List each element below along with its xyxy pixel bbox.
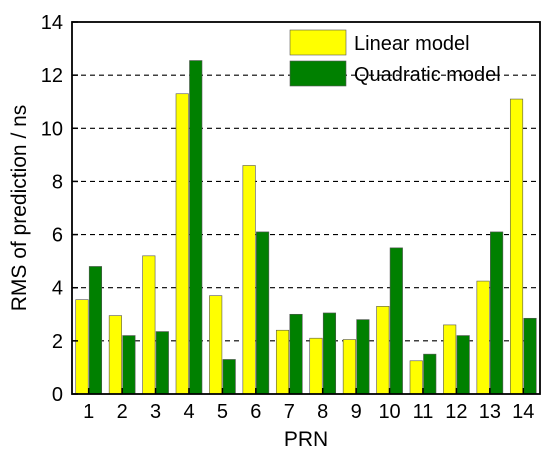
x-tick-label: 5 — [217, 401, 228, 423]
bar-quadratic-9 — [356, 319, 370, 395]
legend-swatch-linear — [289, 29, 347, 56]
bar-linear-3 — [142, 255, 156, 395]
x-tick-label: 10 — [378, 401, 400, 423]
y-tick-label: 6 — [52, 225, 63, 247]
y-tick-label: 14 — [41, 12, 63, 34]
plot-frame — [71, 21, 541, 395]
bar-quadratic-13 — [490, 231, 504, 395]
x-tick-label: 12 — [445, 401, 467, 423]
y-tick-label: 10 — [41, 118, 63, 140]
x-axis-label: PRN — [284, 428, 328, 451]
bar-quadratic-14 — [523, 317, 537, 395]
legend-label-quadratic: Quadratic model — [354, 64, 501, 86]
bar-linear-10 — [376, 306, 390, 395]
grid-layer — [72, 74, 540, 342]
bar-linear-1 — [75, 299, 89, 395]
bar-linear-5 — [209, 295, 223, 395]
bar-quadratic-3 — [155, 331, 169, 395]
x-tick-label: 1 — [83, 401, 94, 423]
y-tick-label: 2 — [52, 331, 63, 353]
y-tick-label: 0 — [52, 384, 63, 406]
y-tick-label: 4 — [52, 278, 63, 300]
x-tick-label: 11 — [413, 401, 434, 423]
bar-quadratic-1 — [88, 266, 103, 395]
legend: Linear model Quadratic model — [289, 29, 501, 87]
bar-linear-14 — [509, 98, 524, 395]
x-tick-label: 4 — [183, 401, 194, 423]
legend-swatch-quadratic — [289, 60, 347, 87]
legend-label-linear: Linear model — [354, 33, 470, 55]
x-tick-label: 7 — [284, 401, 295, 423]
bar-linear-6 — [242, 165, 256, 395]
bar-quadratic-2 — [122, 335, 136, 395]
x-tick-label: 9 — [351, 401, 362, 423]
bar-linear-11 — [409, 360, 423, 395]
bars-layer — [75, 60, 537, 395]
y-tick-label: 8 — [52, 171, 63, 193]
x-tick-label: 2 — [117, 401, 128, 423]
x-tick-label: 8 — [317, 401, 328, 423]
bar-quadratic-11 — [423, 353, 437, 395]
bar-linear-4 — [175, 93, 189, 395]
y-tick-label: 12 — [41, 65, 63, 87]
bar-quadratic-12 — [456, 335, 470, 395]
bar-linear-2 — [108, 315, 122, 395]
bar-quadratic-8 — [322, 312, 337, 395]
x-tick-label: 14 — [512, 401, 534, 423]
bar-linear-7 — [275, 329, 290, 395]
x-tick-label: 13 — [479, 401, 501, 423]
y-axis-label: RMS of prediction / ns — [8, 105, 31, 312]
bar-quadratic-4 — [189, 60, 203, 395]
bar-quadratic-6 — [256, 231, 270, 395]
bar-linear-8 — [309, 337, 323, 395]
bar-linear-13 — [476, 280, 490, 395]
bar-quadratic-10 — [389, 247, 403, 395]
bar-linear-12 — [443, 324, 457, 395]
x-tick-label: 6 — [250, 401, 261, 423]
bar-linear-9 — [342, 339, 356, 395]
bar-quadratic-7 — [289, 313, 303, 395]
x-tick-label: 3 — [150, 401, 161, 423]
bar-quadratic-5 — [222, 359, 236, 395]
